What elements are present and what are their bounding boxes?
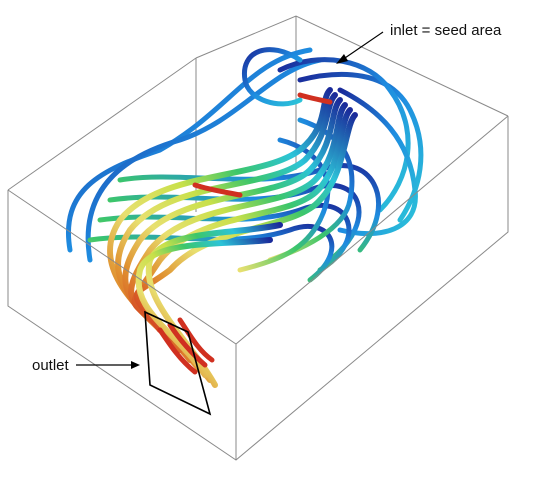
outlet-frame [144, 310, 212, 416]
streamline-bundle [66, 47, 424, 388]
outlet-annotation: outlet [32, 357, 140, 374]
inlet-arrow-line [341, 31, 384, 61]
domain-box-front [7, 57, 509, 461]
outlet-label: outlet [32, 357, 70, 374]
inlet-arrow-head [336, 54, 348, 64]
outlet-arrow-head [131, 361, 140, 369]
inlet-label: inlet = seed area [390, 22, 502, 39]
core-streamlines [107, 87, 358, 388]
inlet-annotation: inlet = seed area [336, 22, 502, 64]
outer-streamlines [66, 47, 424, 263]
hot-spots [157, 92, 333, 375]
mid-streamlines [87, 117, 381, 283]
